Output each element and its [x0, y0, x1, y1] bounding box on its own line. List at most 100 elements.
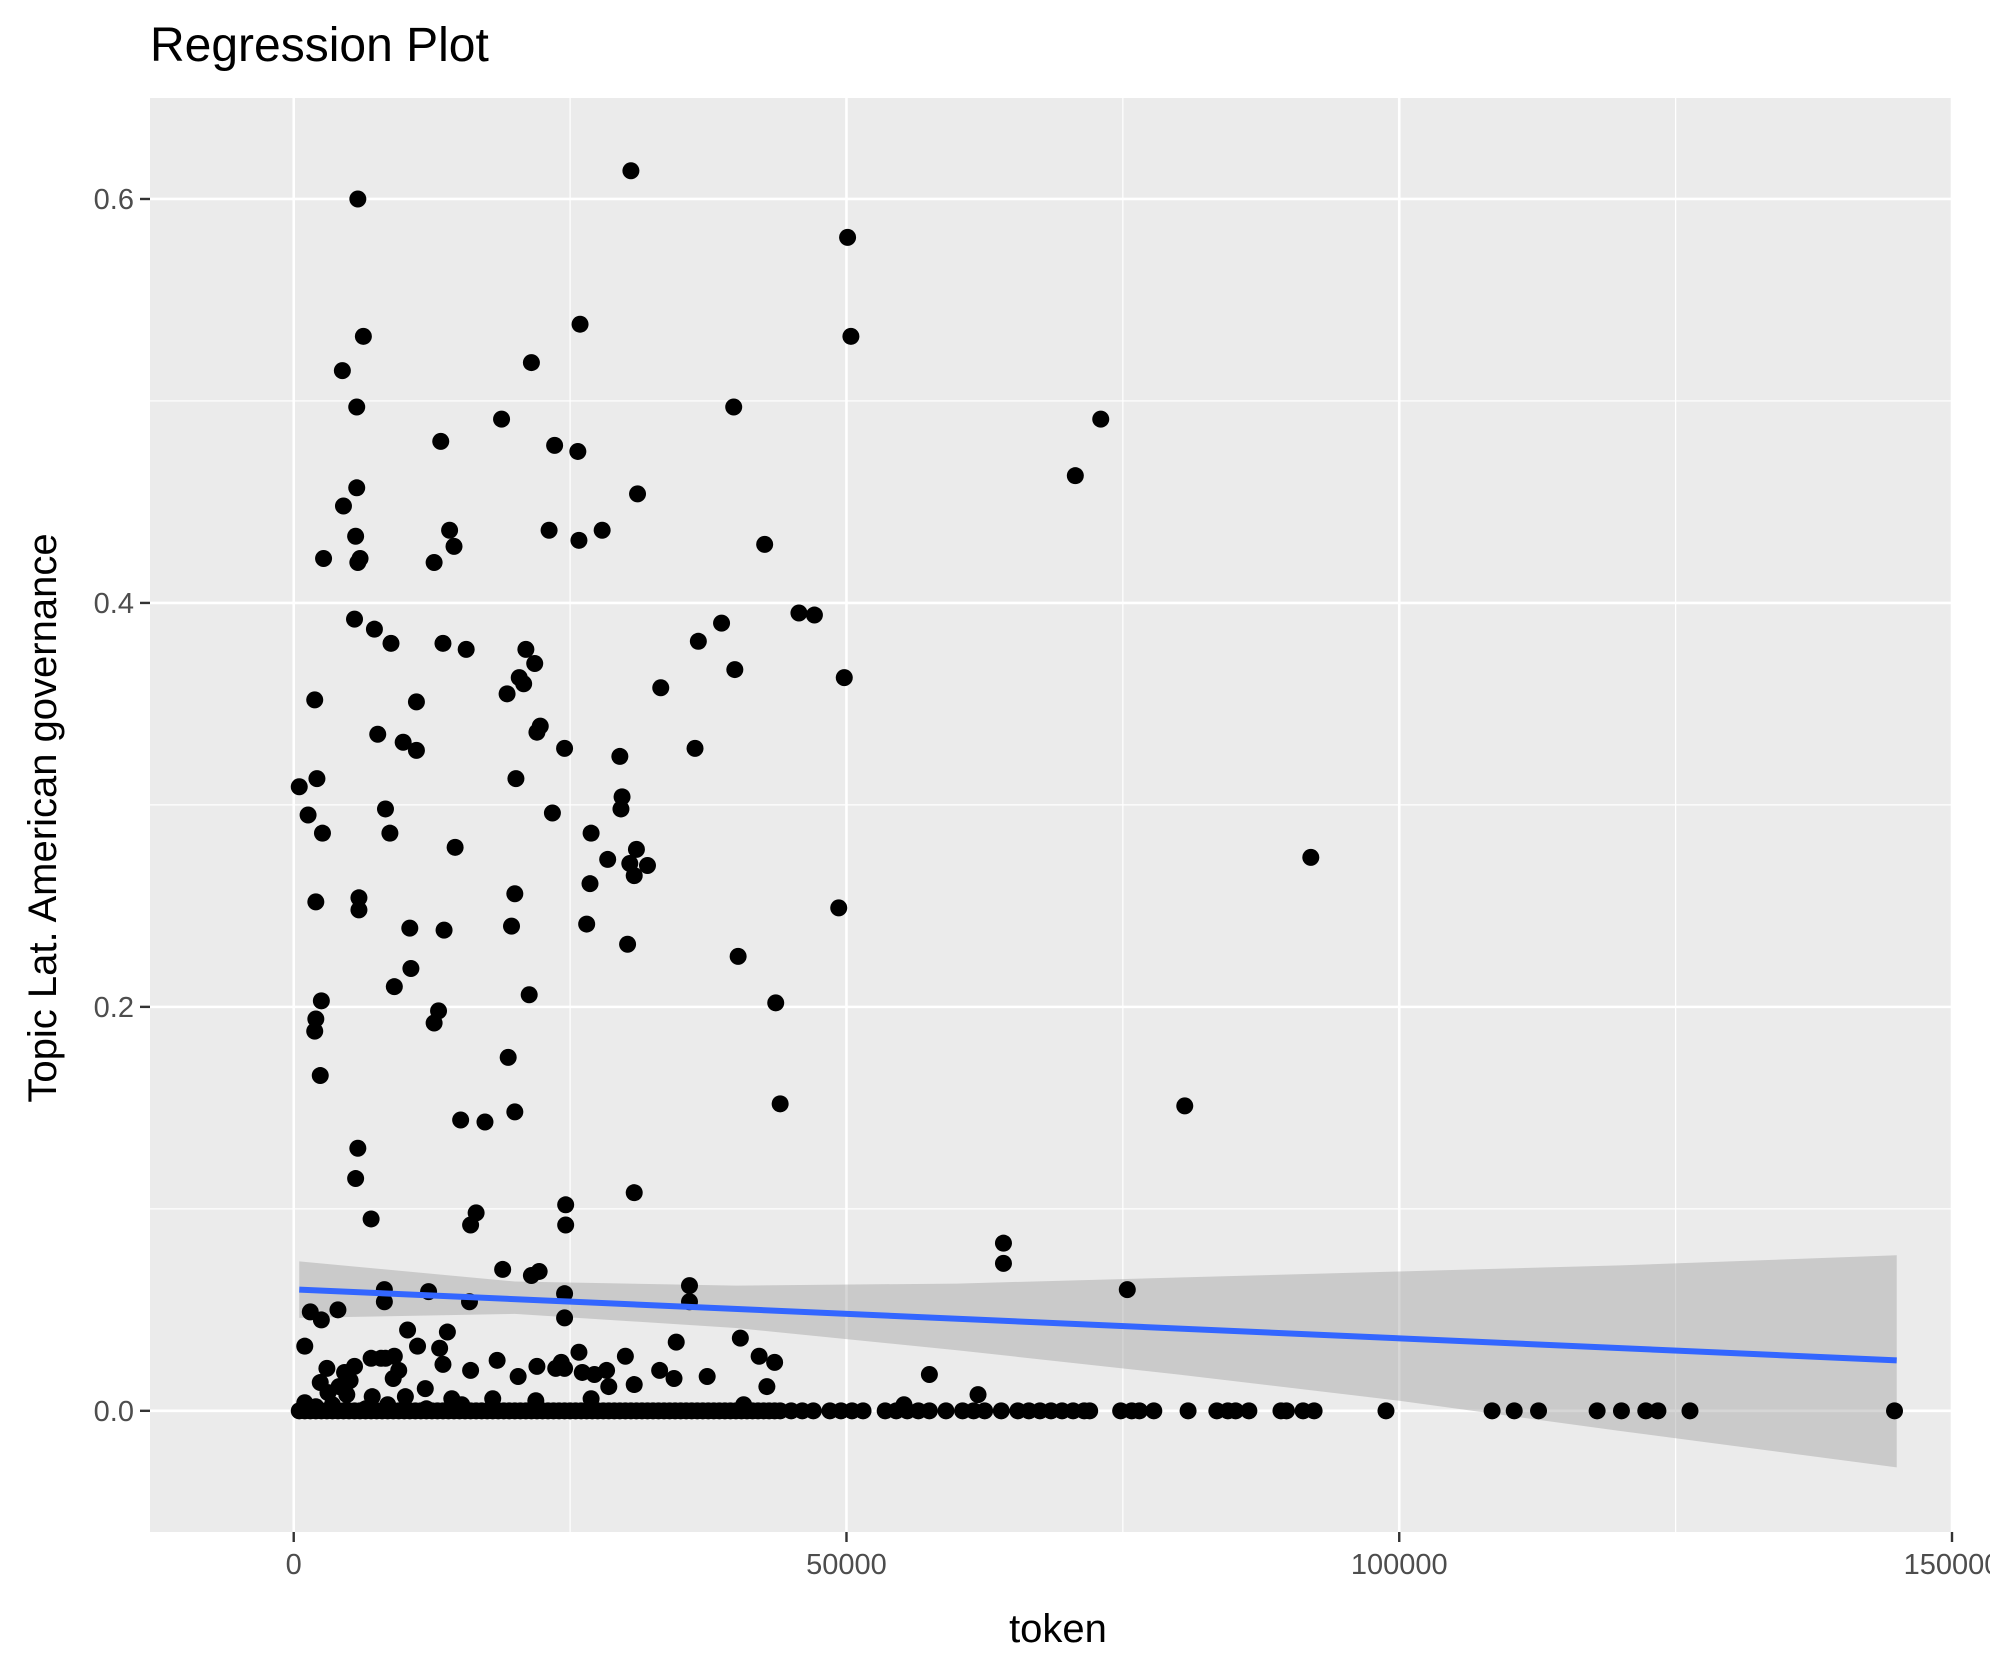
- data-point: [307, 893, 325, 911]
- x-axis-title: token: [1009, 1607, 1107, 1651]
- data-point: [571, 315, 589, 333]
- data-point: [493, 410, 511, 428]
- data-point: [665, 1370, 683, 1388]
- data-point: [312, 1311, 330, 1329]
- data-point: [830, 899, 848, 917]
- data-point: [835, 669, 853, 687]
- data-point: [1081, 1402, 1099, 1420]
- data-point: [1092, 410, 1110, 428]
- data-point: [290, 778, 308, 796]
- data-point: [425, 554, 443, 572]
- data-point: [1305, 1402, 1323, 1420]
- data-point: [1612, 1402, 1630, 1420]
- data-point: [329, 1301, 347, 1319]
- data-point: [313, 824, 331, 842]
- data-point: [612, 800, 630, 818]
- data-point: [348, 398, 366, 416]
- data-point: [1588, 1402, 1606, 1420]
- trend-line: [299, 1286, 1897, 1364]
- data-point: [318, 1359, 336, 1377]
- data-point: [306, 691, 324, 709]
- data-point: [349, 1139, 367, 1157]
- data-point: [556, 1309, 574, 1327]
- data-point: [338, 1386, 356, 1404]
- data-point: [625, 1184, 643, 1202]
- data-point: [569, 442, 587, 460]
- data-point: [543, 804, 561, 822]
- data-point: [452, 1111, 470, 1129]
- data-point: [552, 1353, 570, 1371]
- data-point: [457, 640, 475, 658]
- x-tick-label: 100000: [1351, 1549, 1448, 1581]
- data-point: [805, 606, 823, 624]
- data-point: [441, 521, 459, 539]
- data-point: [462, 1216, 480, 1234]
- data-point: [376, 800, 394, 818]
- data-point: [994, 1254, 1012, 1272]
- data-point: [446, 838, 464, 856]
- data-point: [435, 921, 453, 939]
- data-point: [593, 521, 611, 539]
- data-point: [616, 1347, 634, 1365]
- data-point: [402, 959, 420, 977]
- chart-title: Regression Plot: [150, 19, 489, 72]
- data-point: [680, 1277, 698, 1295]
- y-tick-label: 0.4: [94, 588, 134, 620]
- data-point: [599, 850, 617, 868]
- data-point: [1530, 1402, 1548, 1420]
- data-point: [771, 1095, 789, 1113]
- data-point: [638, 856, 656, 874]
- data-point: [434, 1355, 452, 1373]
- data-point: [401, 919, 419, 937]
- data-point: [369, 725, 387, 743]
- data-point: [767, 994, 785, 1012]
- data-point: [1176, 1097, 1194, 1115]
- data-point: [766, 1353, 784, 1371]
- data-point: [1240, 1402, 1258, 1420]
- data-point: [354, 327, 372, 345]
- data-point: [790, 604, 808, 622]
- data-point: [920, 1402, 938, 1420]
- data-point: [396, 1388, 414, 1406]
- data-point: [726, 661, 744, 679]
- data-point: [1483, 1402, 1501, 1420]
- data-point: [729, 947, 747, 965]
- data-point: [407, 741, 425, 759]
- data-point: [1377, 1402, 1395, 1420]
- data-point: [992, 1402, 1010, 1420]
- data-point: [515, 675, 533, 693]
- data-point: [333, 362, 351, 380]
- data-point: [315, 549, 333, 567]
- data-point: [557, 1216, 575, 1234]
- plot-panel: [150, 98, 1952, 1532]
- data-point: [399, 1321, 417, 1339]
- data-point: [509, 1367, 527, 1385]
- data-point: [506, 885, 524, 903]
- data-point: [937, 1402, 955, 1420]
- data-point: [804, 1402, 822, 1420]
- data-point: [976, 1402, 994, 1420]
- data-point: [432, 432, 450, 450]
- data-point: [347, 527, 365, 545]
- data-point: [1066, 467, 1084, 485]
- data-point: [622, 162, 640, 180]
- data-point: [431, 1339, 449, 1357]
- data-point: [299, 806, 317, 824]
- data-point: [629, 485, 647, 503]
- x-tick-label: 0: [286, 1549, 302, 1581]
- data-point: [522, 354, 540, 372]
- data-point: [1681, 1402, 1699, 1420]
- data-point: [611, 747, 629, 765]
- data-point: [619, 935, 637, 953]
- data-point: [839, 228, 857, 246]
- data-point: [394, 733, 412, 751]
- data-point: [375, 1293, 393, 1311]
- data-point: [376, 1349, 394, 1367]
- data-point: [570, 1343, 588, 1361]
- data-point: [725, 398, 743, 416]
- x-tick-label: 50000: [806, 1549, 887, 1581]
